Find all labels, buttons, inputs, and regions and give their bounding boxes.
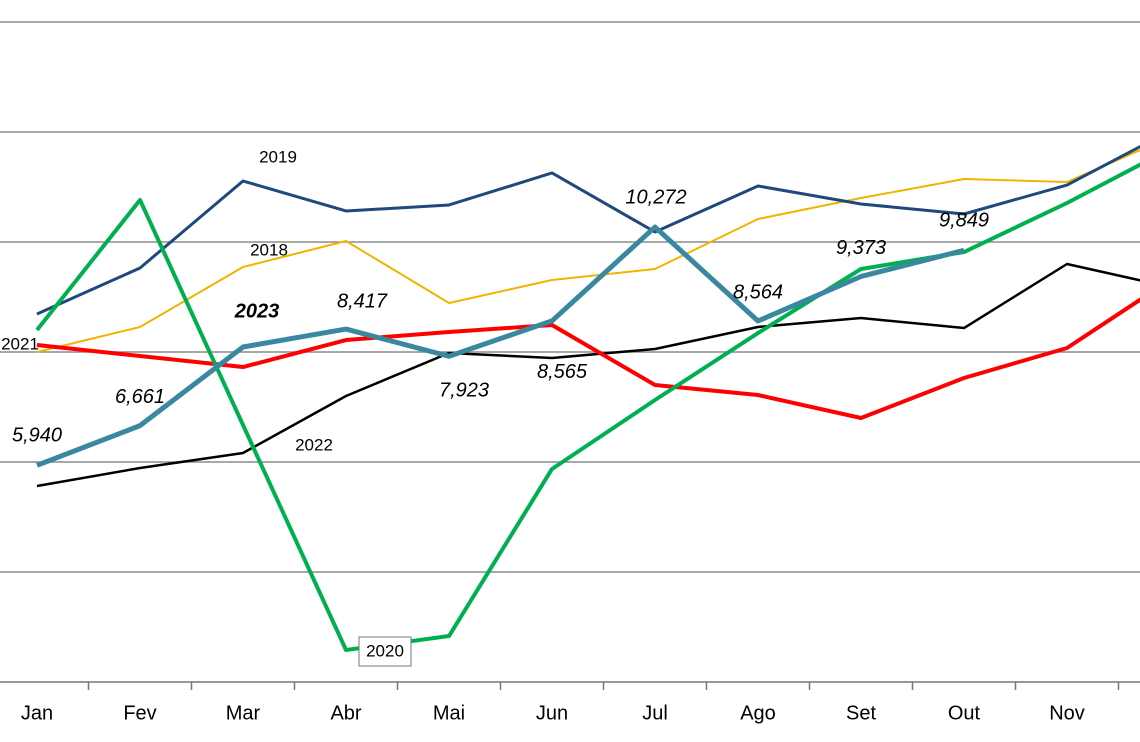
x-tick-label: Mar [226, 702, 261, 724]
series-line [36, 145, 1140, 316]
x-tick-label: Out [948, 702, 981, 724]
series-label: 2023 [234, 300, 280, 322]
data-label: 7,923 [439, 380, 489, 402]
series-label: 2022 [295, 435, 333, 454]
data-label: 5,940 [12, 425, 62, 447]
data-label: 8,417 [337, 290, 388, 312]
x-tick-label: Fev [123, 702, 156, 724]
x-tick-label: Mai [433, 702, 465, 724]
series-line [36, 297, 1140, 420]
data-label: 10,272 [625, 186, 686, 208]
series-label: 2018 [250, 240, 288, 259]
x-tick-label: Ago [740, 702, 776, 724]
series-label: 2020 [366, 641, 404, 660]
x-tick-label: Jan [21, 702, 53, 724]
data-label: 9,849 [939, 210, 989, 232]
x-tick-label: Abr [330, 702, 361, 724]
label-box [358, 636, 412, 667]
data-label: 6,661 [115, 386, 165, 408]
x-tick-label: Jun [536, 702, 568, 724]
series-label: 2019 [259, 147, 297, 166]
series-line [36, 149, 1140, 353]
series-line [36, 224, 965, 468]
series-line [35, 162, 1140, 652]
x-tick-label: Nov [1049, 702, 1085, 724]
x-tick-label: Set [846, 702, 876, 724]
data-label: 9,373 [836, 237, 886, 259]
data-label: 8,565 [537, 361, 588, 383]
data-label: 8,564 [733, 281, 783, 303]
series-label: 2021 [1, 334, 39, 353]
x-tick-label: Jul [642, 702, 668, 724]
